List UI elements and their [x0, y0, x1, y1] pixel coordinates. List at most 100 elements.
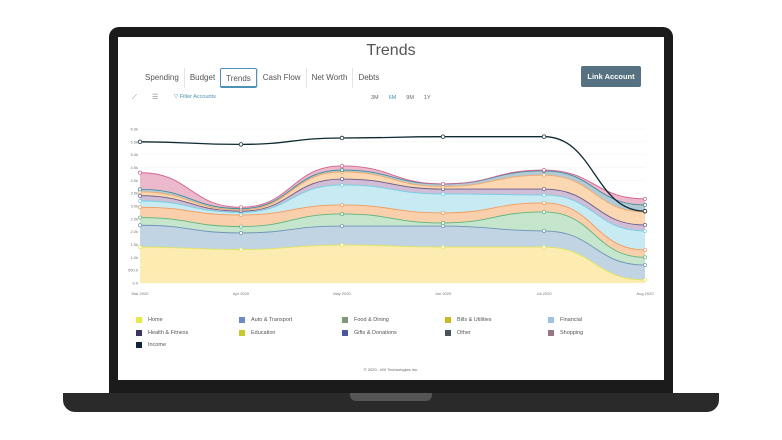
data-point — [239, 224, 243, 229]
legend-swatch — [342, 329, 348, 336]
legend-item[interactable]: Health & Fitness — [136, 329, 189, 336]
data-point — [138, 170, 142, 175]
range-6m[interactable]: 6M — [388, 95, 397, 101]
data-point — [441, 220, 445, 225]
y-tick-label: 5.5k — [130, 139, 138, 144]
legend-swatch — [548, 329, 554, 336]
legend-label: Health & Fitness — [148, 329, 189, 336]
legend-swatch — [239, 317, 245, 323]
y-tick-label: 2.0k — [130, 229, 138, 234]
y-tick-label: 500.0 — [128, 268, 139, 273]
range-selector: 3M 6M 9M 1Y — [366, 92, 436, 104]
legend-label: Gifts & Donations — [354, 329, 397, 336]
tab-trends[interactable]: Trends — [220, 68, 257, 88]
income-point — [541, 134, 547, 139]
filter-accounts-button[interactable]: ▽ Filter Accounts — [174, 94, 216, 100]
y-tick-label: 3.0k — [130, 204, 138, 209]
data-point — [643, 247, 647, 252]
legend-label: Food & Dining — [354, 317, 389, 323]
data-point — [441, 191, 445, 196]
series-line-6 — [139, 171, 646, 213]
series-line-0 — [139, 244, 646, 281]
data-point — [340, 243, 344, 247]
link-account-button[interactable]: Link Account — [581, 66, 641, 87]
tab-budget[interactable]: Budget — [183, 68, 220, 88]
data-point — [340, 168, 344, 173]
series-line-2 — [139, 211, 646, 258]
legend-label: Bills & Utilities — [457, 317, 492, 323]
tab-spending[interactable]: Spending — [145, 73, 179, 82]
data-point — [340, 183, 344, 187]
series-line-4 — [139, 184, 646, 232]
y-tick-label: 1.5k — [130, 242, 138, 247]
range-3m[interactable]: 3M — [371, 95, 379, 101]
data-point — [138, 187, 142, 192]
legend-label: Financial — [560, 317, 583, 323]
data-point — [138, 198, 142, 203]
list-icon[interactable]: ☰ — [152, 94, 159, 101]
data-point — [239, 230, 243, 235]
area-series-2 — [140, 211, 645, 266]
area-series-3 — [140, 202, 645, 258]
legend-label: Home — [148, 317, 163, 323]
legend-swatch — [136, 342, 142, 348]
data-point — [643, 196, 647, 201]
data-point — [441, 210, 445, 215]
data-point — [643, 263, 647, 267]
data-point — [542, 193, 546, 197]
line-chart-icon[interactable]: ⟋ — [132, 94, 137, 101]
chart-toolbar: ⟋ ☰ ▽ Filter Accounts 3M 6M 9M 1Y — [126, 91, 656, 107]
filter-icon: ▽ — [174, 94, 180, 100]
tab-debts[interactable]: Debts — [352, 68, 384, 88]
data-point — [542, 168, 546, 173]
data-point — [340, 224, 344, 228]
legend-swatch — [136, 329, 142, 336]
tab-cash-flow[interactable]: Cash Flow — [256, 68, 306, 88]
data-point — [643, 255, 647, 260]
data-point — [542, 187, 546, 192]
area-series-5 — [140, 179, 645, 231]
y-tick-label: 6.0k — [130, 127, 138, 132]
laptop-notch — [350, 393, 432, 401]
legend-item[interactable]: Education — [239, 329, 275, 336]
area-series-0 — [140, 245, 645, 283]
series-line-5 — [139, 178, 646, 226]
y-tick-label: 4.0k — [130, 178, 138, 183]
legend-swatch — [445, 317, 451, 323]
x-tick-label: Jun 2020 — [435, 291, 452, 296]
range-1y[interactable]: 1Y — [423, 95, 431, 101]
legend-item[interactable]: Shopping — [548, 329, 583, 336]
x-tick-label: Jul 2020 — [536, 291, 552, 296]
data-point — [138, 215, 142, 220]
area-series-1 — [140, 225, 645, 280]
legend-swatch — [445, 329, 451, 336]
laptop-base — [63, 393, 719, 412]
legend-item[interactable]: Home — [136, 317, 163, 323]
income-line — [139, 136, 646, 212]
data-point — [441, 224, 445, 228]
data-point — [239, 205, 243, 210]
data-point — [340, 164, 344, 168]
legend-item[interactable]: Financial — [548, 317, 582, 323]
y-tick-label: 4.5k — [130, 165, 138, 170]
income-point — [440, 134, 446, 139]
legend-item[interactable]: Gifts & Donations — [342, 329, 397, 336]
data-point — [542, 173, 546, 178]
y-tick-label: 5.0k — [130, 152, 138, 157]
legend-item[interactable]: Bills & Utilities — [445, 317, 492, 323]
range-9m[interactable]: 9M — [406, 95, 414, 101]
legend-item[interactable]: Other — [445, 329, 471, 336]
area-series-4 — [140, 184, 645, 250]
data-point — [643, 228, 647, 233]
legend-item[interactable]: Income — [136, 342, 166, 348]
tab-net-worth[interactable]: Net Worth — [305, 68, 353, 88]
legend-item[interactable]: Food & Dining — [342, 317, 389, 323]
income-point — [642, 208, 648, 214]
legend-item[interactable]: Auto & Transport — [239, 317, 292, 323]
filter-label: Filter Accounts — [179, 94, 216, 100]
footer-copyright: © 2020 - MX Technologies Inc. — [363, 367, 419, 372]
income-point — [137, 139, 143, 145]
data-point — [340, 177, 344, 182]
data-point — [643, 203, 647, 207]
data-point — [542, 200, 546, 205]
